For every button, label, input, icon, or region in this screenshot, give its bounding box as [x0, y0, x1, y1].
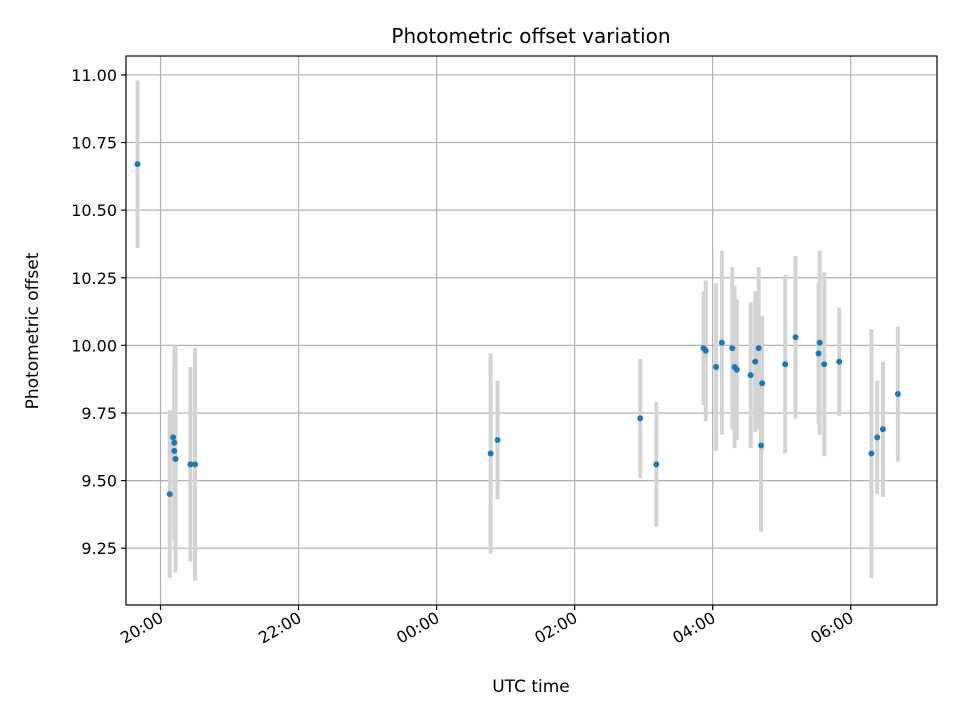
- y-tick-label: 11.00: [71, 66, 117, 85]
- data-point: [166, 491, 173, 498]
- y-tick-label: 10.25: [71, 269, 117, 288]
- data-point: [134, 161, 141, 168]
- x-tick-label: 00:00: [393, 608, 442, 648]
- data-point: [815, 350, 822, 357]
- data-point: [782, 361, 789, 368]
- x-tick-label: 06:00: [807, 608, 856, 648]
- data-points: [134, 161, 901, 498]
- y-tick-label: 9.50: [81, 472, 117, 491]
- y-axis-label: Photometric offset: [23, 252, 43, 409]
- data-point: [718, 339, 725, 346]
- data-point: [759, 380, 766, 387]
- data-point: [637, 415, 644, 422]
- data-point: [747, 372, 754, 379]
- error-bars: [135, 80, 900, 581]
- data-point: [170, 434, 177, 441]
- y-tick-label: 9.25: [81, 539, 117, 558]
- x-tick-label: 22:00: [255, 608, 304, 648]
- data-point: [713, 364, 720, 371]
- data-point: [171, 439, 178, 446]
- chart-title: Photometric offset variation: [391, 24, 670, 48]
- data-point: [874, 434, 881, 441]
- y-tick-label: 10.50: [71, 201, 117, 220]
- data-point: [171, 447, 178, 454]
- data-point: [868, 450, 875, 457]
- data-point: [755, 345, 762, 352]
- data-point: [172, 455, 179, 462]
- x-axis-label: UTC time: [492, 677, 570, 697]
- data-point: [729, 345, 736, 352]
- grid-lines: [126, 56, 937, 605]
- plot-frame: [125, 55, 938, 606]
- x-tick-label: 02:00: [531, 608, 580, 648]
- data-point: [487, 450, 494, 457]
- data-point: [879, 426, 886, 433]
- data-point: [192, 461, 199, 468]
- data-point: [792, 334, 799, 341]
- x-tick-label: 20:00: [117, 608, 166, 648]
- y-tick-label: 9.75: [81, 404, 117, 423]
- data-point: [733, 366, 740, 373]
- data-point: [702, 347, 709, 354]
- data-point: [757, 442, 764, 449]
- y-tick-label: 10.00: [71, 336, 117, 355]
- data-point: [821, 361, 828, 368]
- data-point: [494, 437, 501, 444]
- x-tick-label: 04:00: [669, 608, 718, 648]
- data-point: [752, 358, 759, 365]
- data-point: [894, 391, 901, 398]
- data-point: [816, 339, 823, 346]
- data-point: [653, 461, 660, 468]
- y-tick-label: 10.75: [71, 134, 117, 153]
- data-point: [187, 461, 194, 468]
- data-point: [836, 358, 843, 365]
